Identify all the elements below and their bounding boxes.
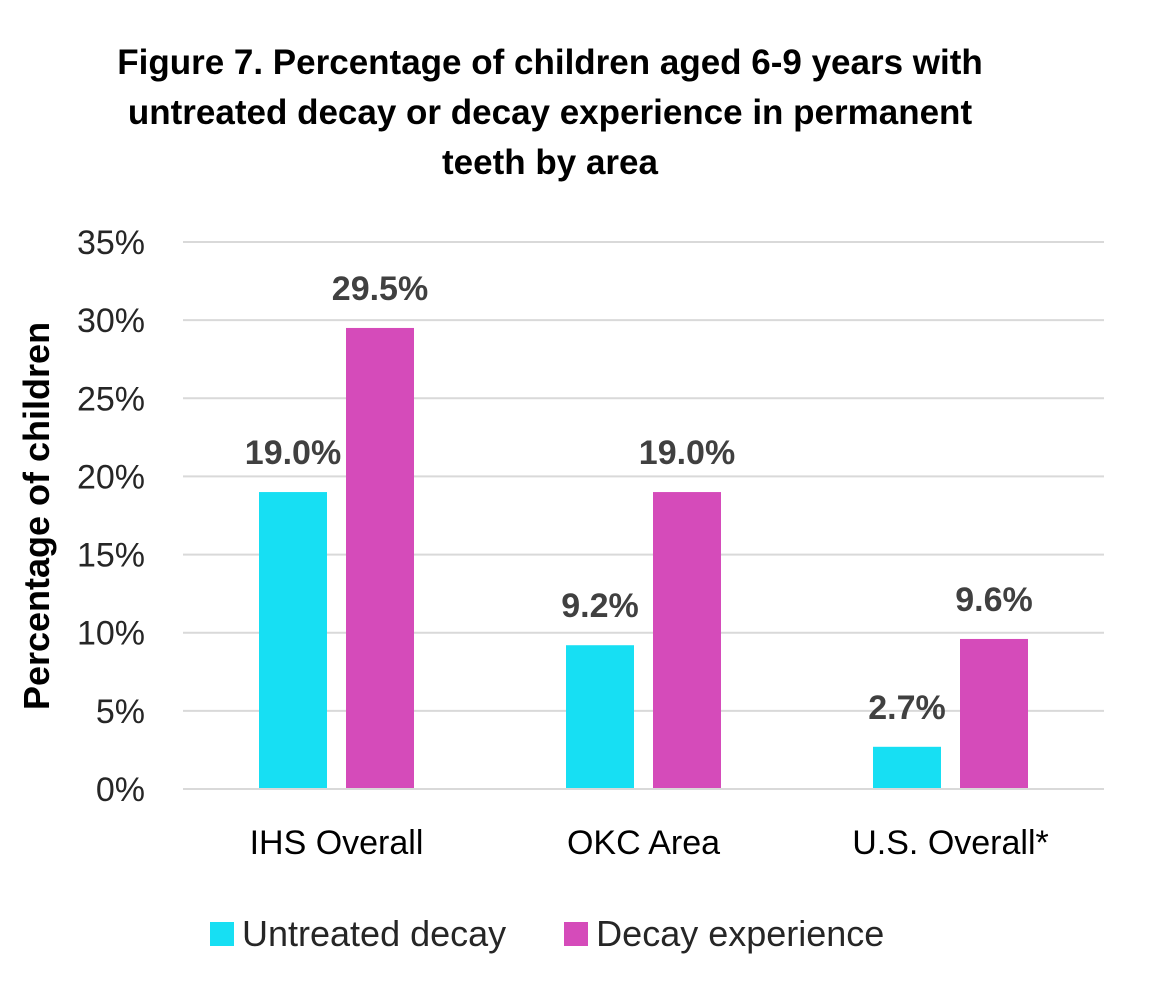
bar <box>960 638 1028 789</box>
chart-title-line-3: teeth by area <box>442 143 658 182</box>
x-tick-label: OKC Area <box>567 824 720 862</box>
chart-title: Figure 7. Percentage of children aged 6-… <box>0 38 1100 188</box>
y-tick-label: 5% <box>96 693 145 731</box>
legend-swatch-decay-experience <box>564 922 589 946</box>
data-label: 2.7% <box>868 689 946 727</box>
y-tick-label: 10% <box>77 615 145 653</box>
data-label: 9.6% <box>955 581 1033 619</box>
legend-swatch-untreated <box>210 922 234 946</box>
y-tick-label: 30% <box>77 302 145 340</box>
chart-title-line-2: untreated decay or decay experience in p… <box>127 93 973 132</box>
legend: Untreated decay Decay experience <box>210 906 884 962</box>
bar <box>873 746 941 789</box>
bar <box>346 327 414 789</box>
bar-chart: 0% 5% 10% 15% 20% 25% 30% 35% Percentage of chil… <box>16 224 1104 862</box>
y-tick-label: 0% <box>96 771 145 809</box>
legend-item-decay-experience: Decay experience <box>564 913 884 955</box>
bar <box>566 645 634 789</box>
data-label: 29.5% <box>332 270 428 308</box>
y-tick-label: 15% <box>77 537 145 575</box>
chart-title-line-1: Figure 7. Percentage of children aged 6-… <box>117 43 983 82</box>
y-tick-label: 20% <box>77 458 145 496</box>
legend-label-untreated: Untreated decay <box>242 913 507 954</box>
legend-item-untreated: Untreated decay <box>210 913 506 955</box>
data-label: 9.2% <box>561 587 639 625</box>
data-label: 19.0% <box>245 434 341 472</box>
bar <box>259 492 327 789</box>
legend-label-decay-experience: Decay experience <box>596 913 885 954</box>
bar <box>653 492 721 789</box>
y-tick-label: 35% <box>77 224 145 262</box>
y-tick-label: 25% <box>77 380 145 418</box>
x-tick-label: U.S. Overall* <box>852 824 1049 862</box>
data-label: 19.0% <box>639 434 735 472</box>
y-axis-label: Percentage of children <box>16 322 57 710</box>
x-tick-label: IHS Overall <box>250 824 424 862</box>
